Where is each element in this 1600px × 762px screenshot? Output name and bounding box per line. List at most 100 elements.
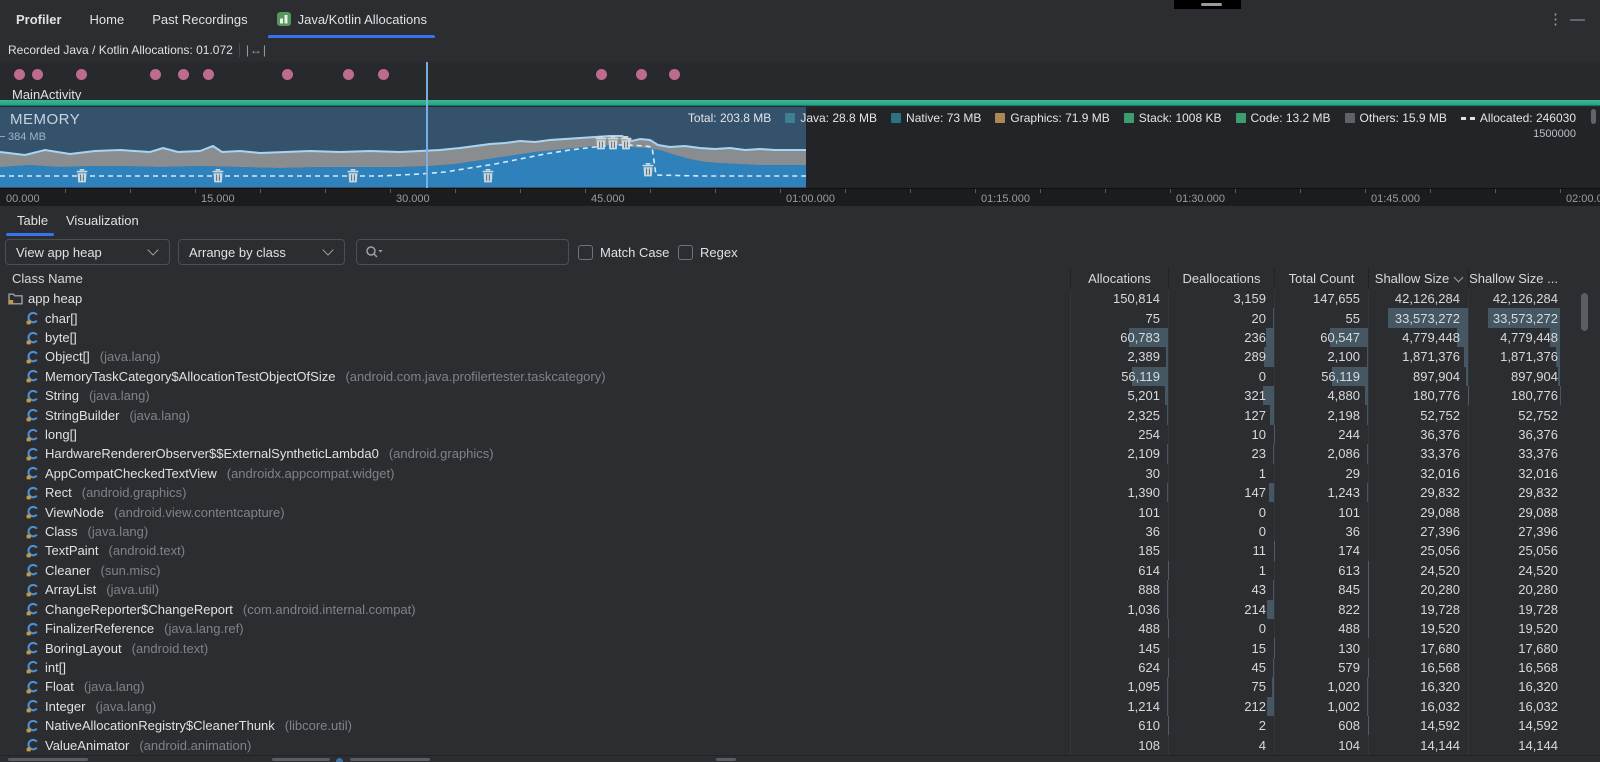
- table-row[interactable]: ViewNode (android.view.contentcapture) 101…: [0, 502, 1600, 522]
- value-cell: 42,126,284: [1468, 289, 1600, 309]
- class-name-cell[interactable]: TextPaint (android.text): [0, 541, 1070, 560]
- class-name-cell[interactable]: int[]: [0, 658, 1070, 677]
- class-name-cell[interactable]: char[]: [0, 308, 1070, 327]
- table-row[interactable]: BoringLayout (android.text) 145 15 130 17,680…: [0, 638, 1600, 658]
- allocations-icon: [276, 11, 292, 27]
- memory-track[interactable]: MEMORY 384 MB Total: 203.8 MB Java: 28.8 …: [0, 107, 1600, 188]
- table-row[interactable]: char[] 75 20 55 33,573,272 33,573,272: [0, 308, 1600, 328]
- more-options-icon[interactable]: ⋮: [1548, 11, 1563, 28]
- table-row[interactable]: NativeAllocationRegistry$CleanerThunk (li…: [0, 715, 1600, 736]
- value-cell: 14,592: [1368, 715, 1468, 736]
- table-row[interactable]: Rect (android.graphics) 1,390 147 1,243 29,83…: [0, 483, 1600, 503]
- table-row[interactable]: byte[] 60,783 236 60,547 4,779,448 4,779,448: [0, 327, 1600, 348]
- events-track[interactable]: MainActivity: [0, 62, 1600, 107]
- match-case-checkbox[interactable]: [578, 245, 593, 260]
- table-row[interactable]: int[] 624 45 579 16,568 16,568: [0, 657, 1600, 678]
- class-name-cell[interactable]: long[]: [0, 425, 1070, 444]
- class-name-cell[interactable]: HardwareRendererObserver$$ExternalSynthe…: [0, 444, 1070, 463]
- value-bar: [1465, 366, 1468, 387]
- table-row[interactable]: ValueAnimator (android.animation) 108 4 104 1…: [0, 735, 1600, 755]
- view-tabs: Table Visualization: [0, 206, 1600, 237]
- table-row[interactable]: Float (java.lang) 1,095 75 1,020 16,320 16,320: [0, 677, 1600, 697]
- table-row[interactable]: long[] 254 10 244 36,376 36,376: [0, 424, 1600, 445]
- column-total-count[interactable]: Total Count: [1274, 268, 1368, 289]
- tab-table[interactable]: Table: [17, 213, 49, 228]
- column-deallocations[interactable]: Deallocations: [1168, 268, 1274, 289]
- tab-visualization[interactable]: Visualization: [66, 213, 139, 228]
- table-row[interactable]: MemoryTaskCategory$AllocationTestObjectO…: [0, 366, 1600, 387]
- value-cell: 14,144: [1368, 735, 1468, 755]
- table-row[interactable]: ArrayList (java.util) 888 43 845 20,280 20,280: [0, 580, 1600, 600]
- column-allocations[interactable]: Allocations: [1070, 268, 1168, 289]
- value-cell: 897,904: [1468, 366, 1600, 387]
- table-row[interactable]: Class (java.lang) 36 0 36 27,396 27,396: [0, 521, 1600, 542]
- tab-past-recordings[interactable]: Past Recordings: [152, 11, 248, 27]
- class-name-cell[interactable]: Integer (java.lang): [0, 697, 1070, 716]
- axis-tick: [1495, 189, 1496, 193]
- column-class-name[interactable]: Class Name: [12, 271, 83, 286]
- class-name-cell[interactable]: String (java.lang): [0, 386, 1070, 405]
- regex-checkbox[interactable]: [678, 245, 693, 260]
- class-name-cell[interactable]: app heap: [0, 289, 1070, 308]
- value-cell: 2,389: [1070, 347, 1168, 367]
- class-name-cell[interactable]: ChangeReporter$ChangeReport (com.android.…: [0, 600, 1070, 619]
- class-name-cell[interactable]: MemoryTaskCategory$AllocationTestObjectO…: [0, 367, 1070, 386]
- class-name-cell[interactable]: Rect (android.graphics): [0, 483, 1070, 502]
- value-bar: [1366, 405, 1368, 425]
- legend-swatch: [891, 113, 902, 123]
- class-name-cell[interactable]: FinalizerReference (java.lang.ref): [0, 619, 1070, 638]
- class-name-cell[interactable]: ViewNode (android.view.contentcapture): [0, 502, 1070, 521]
- value-bar: [1166, 405, 1168, 425]
- class-name-cell[interactable]: StringBuilder (java.lang): [0, 405, 1070, 424]
- table-row[interactable]: Integer (java.lang) 1,214 212 1,002 16,032 16,…: [0, 696, 1600, 716]
- value-bar: [1272, 580, 1274, 600]
- class-name-cell[interactable]: Float (java.lang): [0, 677, 1070, 696]
- class-name-cell[interactable]: Object[] (java.lang): [0, 347, 1070, 366]
- value-cell: 180,776: [1468, 386, 1600, 406]
- class-name-cell[interactable]: NativeAllocationRegistry$CleanerThunk (li…: [0, 716, 1070, 735]
- class-name-cell[interactable]: ArrayList (java.util): [0, 580, 1070, 599]
- search-text-field[interactable]: [383, 243, 568, 261]
- search-input[interactable]: [356, 239, 569, 265]
- axis-tick: [520, 189, 521, 193]
- class-name-cell[interactable]: BoringLayout (android.text): [0, 638, 1070, 657]
- zoom-to-fit-icon[interactable]: |↔|: [245, 43, 268, 57]
- table-row[interactable]: Object[] (java.lang) 2,389 289 2,100 1,871,37…: [0, 347, 1600, 367]
- class-name-cell[interactable]: Class (java.lang): [0, 522, 1070, 541]
- value-cell: 17,680: [1368, 638, 1468, 658]
- recorded-range-highlight[interactable]: [0, 107, 806, 188]
- table-row[interactable]: AppCompatCheckedTextView (androidx.appcom…: [0, 463, 1600, 484]
- table-row[interactable]: app heap 150,814 3,159 147,655 42,126,284 42,…: [0, 289, 1600, 309]
- value-cell: 101: [1070, 502, 1168, 522]
- value-bar: [1166, 444, 1168, 464]
- table-row[interactable]: Cleaner (sun.misc) 614 1 613 24,520 24,520: [0, 560, 1600, 581]
- table-row[interactable]: StringBuilder (java.lang) 2,325 127 2,198 52,…: [0, 405, 1600, 425]
- tab-home[interactable]: Home: [89, 11, 125, 27]
- value-cell: 1: [1168, 463, 1274, 484]
- value-cell: 36,376: [1468, 424, 1600, 445]
- heap-select[interactable]: View app heap: [5, 239, 170, 265]
- tab-java-kotlin-allocations[interactable]: Java/Kotlin Allocations: [262, 0, 441, 38]
- minimize-icon[interactable]: —: [1570, 10, 1585, 28]
- value-cell: 5,201: [1070, 386, 1168, 406]
- table-row[interactable]: String (java.lang) 5,201 321 4,880 180,776 180…: [0, 386, 1600, 406]
- class-name-cell[interactable]: byte[]: [0, 328, 1070, 347]
- table-scrollbar-thumb[interactable]: [1581, 293, 1588, 331]
- class-name-cell[interactable]: AppCompatCheckedTextView (androidx.appcom…: [0, 464, 1070, 483]
- time-axis: 00.000 15.000 30.000 45.000 01:00.000 01:15.0…: [0, 188, 1600, 207]
- track-scrollbar-thumb[interactable]: [1591, 109, 1596, 124]
- column-shallow-size[interactable]: Shallow Size: [1368, 268, 1468, 289]
- table-row[interactable]: HardwareRendererObserver$$ExternalSynthe…: [0, 444, 1600, 464]
- table-row[interactable]: FinalizerReference (java.lang.ref) 488 0 488…: [0, 618, 1600, 639]
- axis-tick-label: 30.000: [396, 193, 430, 205]
- timeline-scrubber[interactable]: [426, 62, 428, 188]
- class-name-cell[interactable]: ValueAnimator (android.animation): [0, 735, 1070, 754]
- arrange-select[interactable]: Arrange by class: [178, 239, 345, 265]
- table-row[interactable]: ChangeReporter$ChangeReport (com.android.…: [0, 599, 1600, 619]
- class-icon: [26, 350, 40, 364]
- class-name-cell[interactable]: Cleaner (sun.misc): [0, 561, 1070, 580]
- value-cell: 289: [1168, 347, 1274, 367]
- value-cell: 15: [1168, 638, 1274, 658]
- table-row[interactable]: TextPaint (android.text) 185 11 174 25,056 25,…: [0, 541, 1600, 561]
- column-shallow-size-2[interactable]: Shallow Size ...: [1468, 268, 1600, 289]
